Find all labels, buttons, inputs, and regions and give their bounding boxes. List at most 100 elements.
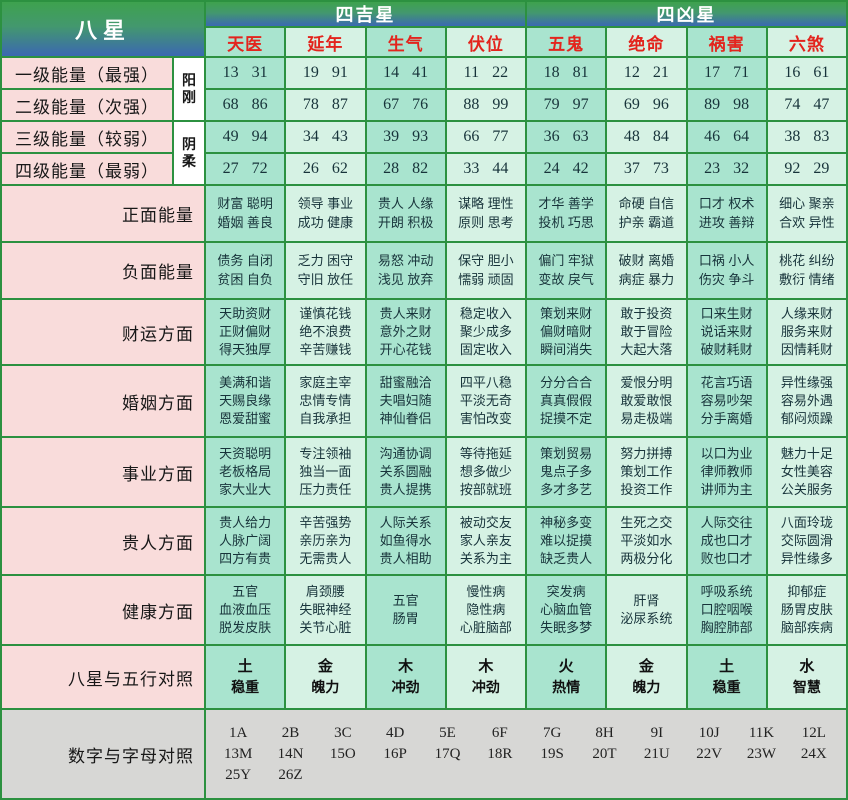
five-element-cell: 木冲劲: [366, 646, 445, 708]
aspect-cell: 努力拼搏 策划工作 投资工作: [607, 438, 686, 506]
aspect-line: 投机 巧思: [538, 214, 594, 230]
aspect-line: 固定收入: [459, 342, 512, 358]
element-name: 水: [799, 657, 815, 675]
number-letter-pair: 3C: [334, 724, 352, 741]
aspect-line: 开心花钱: [379, 342, 432, 358]
aspect-line: 天助资财: [219, 305, 272, 321]
aspect-line: 谋略 理性: [458, 196, 514, 212]
aspect-line: 律师教师: [700, 463, 753, 479]
number-letter-row-label: 数字与字母对照: [2, 710, 204, 798]
aspect-cell: 辛苦强势 亲历亲为 无需贵人: [286, 508, 365, 574]
aspect-line: 害怕改变: [459, 411, 512, 427]
aspect-cell: 五官 血液血压 脱发皮肤: [206, 576, 285, 644]
element-name: 土: [237, 657, 253, 675]
aspect-line: 进攻 善辩: [698, 214, 755, 230]
aspect-line: 成功 健康: [297, 214, 354, 230]
aspect-line: 以口为业: [700, 445, 753, 461]
energy-value-cell: 79 97: [527, 90, 606, 120]
aspect-line: 贵人相助: [379, 551, 432, 567]
aspect-cell: 肩颈腰 失眠神经 关节心脏: [286, 576, 365, 644]
aspect-line: 缺乏贵人: [540, 551, 593, 567]
aspect-cell: 专注领袖 独当一面 压力责任: [286, 438, 365, 506]
aspect-line: 亲历亲为: [299, 532, 352, 548]
aspect-cell: 破财 离婚 病症 暴力: [607, 243, 686, 298]
aspect-line: 神秘多变: [540, 514, 593, 530]
aspect-line: 辛苦强势: [299, 514, 352, 530]
number-letter-line: 25Y 26Z: [212, 767, 840, 784]
aspect-cell: 等待拖延 想多做少 按部就班: [446, 438, 525, 506]
aspect-line: 自我承担: [299, 411, 352, 427]
aspect-cell: 异性缘强 容易外遇 郁闷烦躁: [767, 366, 846, 436]
aspect-line: 意外之财: [379, 323, 432, 339]
number-letter-pair: 7G: [542, 724, 562, 741]
aspect-line: 聚少成多: [459, 323, 512, 339]
aspect-line: 辛苦赚钱: [299, 342, 352, 358]
five-element-cell: 水智慧: [767, 646, 846, 708]
energy-value-cell: 14 41: [366, 58, 445, 88]
aspect-line: 讲师为主: [700, 482, 753, 498]
aspect-cell: 爱恨分明 敢爱敢恨 易走极端: [607, 366, 686, 436]
star-header-2: 延年: [286, 28, 365, 56]
aspect-cell: 突发病 心脑血管 失眠多梦: [527, 576, 606, 644]
star-header-6: 绝命: [607, 28, 686, 56]
aspect-row-label: 负面能量: [2, 243, 204, 298]
aspect-line: 人际交往: [700, 514, 753, 530]
number-letter-pair: 20T: [592, 745, 617, 762]
number-letter-pair: 18R: [487, 745, 513, 762]
yinyang-label-1: 阳刚: [174, 58, 204, 120]
aspect-line: 服务来财: [780, 323, 833, 339]
aspect-line: 敢于投资: [620, 305, 673, 321]
aspect-line: 胸腔肺部: [700, 620, 753, 636]
element-trait: 魄力: [311, 679, 340, 696]
aspect-line: 夫唱妇随: [379, 392, 432, 408]
energy-value-cell: 28 82: [366, 154, 445, 184]
aspect-line: 泌尿系统: [620, 611, 673, 626]
aspect-line: 恩爱甜蜜: [219, 411, 272, 427]
aspect-line: 老板格局: [219, 463, 272, 479]
number-letter-pair: 12L: [801, 724, 826, 741]
aspect-line: 细心 聚亲: [779, 196, 835, 212]
aspect-line: 心脑血管: [540, 601, 593, 617]
aspect-line: 交际圆滑: [780, 532, 833, 548]
aspect-line: 大起大落: [620, 342, 673, 358]
aspect-cell: 口来生财 说话来财 破财耗财: [687, 300, 766, 364]
aspect-line: 因情耗财: [780, 342, 833, 358]
aspect-cell: 贵人来财 意外之财 开心花钱: [366, 300, 445, 364]
aspect-line: 血液血压: [219, 601, 272, 617]
aspect-cell: 人际交往 成也口才 败也口才: [687, 508, 766, 574]
energy-value-cell: 17 71: [687, 58, 766, 88]
number-letter-pair: 25Y: [225, 766, 252, 783]
aspect-cell: 天资聪明 老板格局 家大业大: [206, 438, 285, 506]
element-trait: 稳重: [231, 679, 260, 696]
aspect-cell: 债务 自闭 贫困 自负: [206, 243, 285, 298]
aspect-line: 郁闷烦躁: [780, 411, 833, 427]
aspect-line: 敢爱敢恨: [620, 392, 673, 408]
number-letter-data: 1A 2B 3C 4D 5E 6F 7G 8H 9I 10J 11K 12L 13M 14N 15O 16P 1…: [206, 710, 846, 798]
number-letter-line: 13M 14N 15O 16P 17Q 18R 19S 20T 21U 22V 23W 24X: [212, 746, 840, 763]
aspect-line: 家庭主宰: [299, 374, 352, 390]
aspect-cell: 神秘多变 难以捉摸 缺乏贵人: [527, 508, 606, 574]
aspect-row-label: 健康方面: [2, 576, 204, 644]
aspect-line: 稳定收入: [459, 305, 512, 321]
aspect-line: 异性缘强: [780, 374, 833, 390]
aspect-line: 分手离婚: [700, 411, 753, 427]
aspect-line: 肝肾: [633, 592, 660, 608]
aspect-line: 专注领袖: [299, 445, 352, 461]
energy-value-cell: 78 87: [286, 90, 365, 120]
aspect-cell: 谨慎花钱 绝不浪费 辛苦赚钱: [286, 300, 365, 364]
aspect-line: 真真假假: [540, 392, 593, 408]
aspect-cell: 口祸 小人 伤灾 争斗: [687, 243, 766, 298]
aspect-line: 易怒 冲动: [377, 253, 434, 269]
aspect-line: 平淡无奇: [459, 392, 512, 408]
aspect-line: 公关服务: [780, 482, 833, 498]
aspect-cell: 乏力 困守 守旧 放任: [286, 243, 365, 298]
energy-value-cell: 24 42: [527, 154, 606, 184]
aspect-line: 抑郁症: [787, 583, 827, 599]
aspect-line: 心脏脑部: [459, 620, 512, 636]
aspect-line: 易走极端: [620, 411, 673, 427]
aspect-line: 瞬间消失: [540, 342, 593, 358]
element-trait: 魄力: [632, 679, 661, 696]
star-header-8: 六煞: [767, 28, 846, 56]
five-element-cell: 金魄力: [607, 646, 686, 708]
